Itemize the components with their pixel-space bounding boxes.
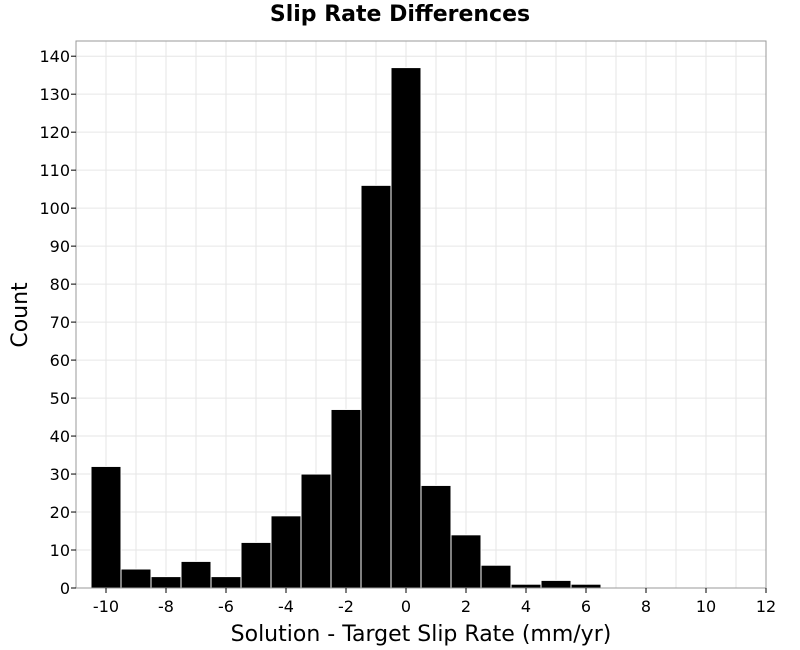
y-tick-label: 40 — [50, 427, 70, 446]
x-tick-label: 4 — [521, 597, 531, 616]
histogram-bar — [420, 484, 452, 589]
x-tick-label: 10 — [696, 597, 716, 616]
histogram-bar — [390, 67, 422, 589]
histogram-bar — [300, 473, 332, 589]
x-tick-label: 2 — [461, 597, 471, 616]
x-axis-title: Solution - Target Slip Rate (mm/yr) — [231, 622, 612, 647]
histogram-bar — [150, 576, 182, 589]
x-tick-label: -8 — [158, 597, 174, 616]
histogram-bar — [240, 541, 272, 589]
y-tick-label: 110 — [39, 161, 70, 180]
x-tick-label: 6 — [581, 597, 591, 616]
x-axis-ticks: -10 -8 -6 -4 -2 0 2 4 6 8 10 12 — [93, 588, 776, 616]
histogram-bar — [570, 583, 602, 589]
y-tick-label: 50 — [50, 389, 70, 408]
histogram-bar — [510, 583, 542, 589]
x-tick-label: -2 — [338, 597, 354, 616]
y-tick-label: 80 — [50, 275, 70, 294]
y-tick-label: 70 — [50, 313, 70, 332]
y-tick-label: 0 — [60, 579, 70, 598]
y-tick-label: 90 — [50, 237, 70, 256]
histogram-bar — [480, 564, 512, 589]
x-tick-label: -6 — [218, 597, 234, 616]
y-tick-label: 130 — [39, 85, 70, 104]
y-axis-title: Count — [8, 282, 33, 348]
y-tick-label: 10 — [50, 541, 70, 560]
histogram-bars — [90, 67, 602, 589]
histogram-bar — [540, 579, 572, 589]
y-axis-ticks: 0 10 20 30 40 50 60 70 80 90 100 110 120 130 140 — [39, 47, 76, 598]
y-tick-label: 100 — [39, 199, 70, 218]
x-tick-label: 8 — [641, 597, 651, 616]
histogram-bar — [180, 560, 212, 589]
x-tick-label: -4 — [278, 597, 294, 616]
histogram-bar — [90, 465, 122, 589]
histogram-bar — [210, 576, 242, 589]
histogram-bar — [270, 515, 302, 589]
y-tick-label: 120 — [39, 123, 70, 142]
histogram-bar — [450, 534, 482, 589]
histogram-bar — [330, 408, 362, 589]
y-tick-label: 20 — [50, 503, 70, 522]
histogram-bar — [360, 184, 392, 589]
y-tick-label: 30 — [50, 465, 70, 484]
chart-title: Slip Rate Differences — [269, 2, 531, 27]
x-tick-label: -10 — [93, 597, 119, 616]
y-tick-label: 140 — [39, 47, 70, 66]
x-tick-label: 12 — [756, 597, 776, 616]
histogram-bar — [120, 568, 152, 589]
y-tick-label: 60 — [50, 351, 70, 370]
plot-frame — [75, 40, 767, 589]
x-tick-label: 0 — [401, 597, 411, 616]
